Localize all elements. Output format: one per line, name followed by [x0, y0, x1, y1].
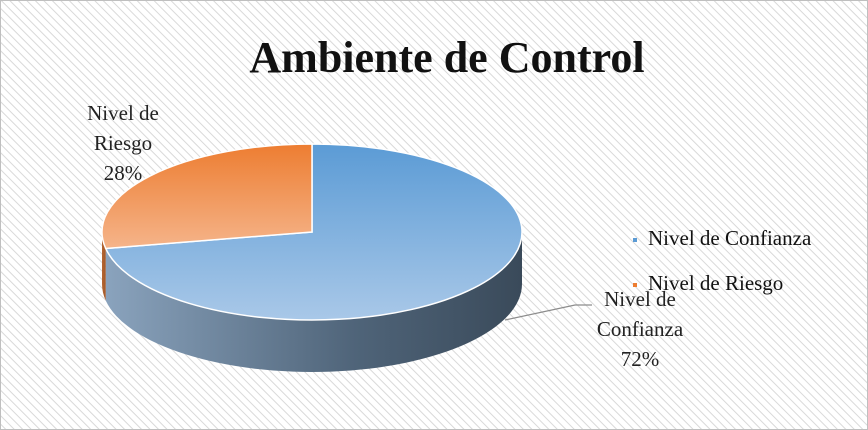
data-label-value: 72%	[620, 347, 660, 371]
data-label-name: Nivel de Riesgo	[87, 101, 159, 155]
chart-title: Ambiente de Control	[249, 33, 644, 82]
slice-side	[102, 232, 106, 301]
legend-marker	[633, 283, 637, 287]
slice-side	[105, 232, 523, 373]
leader-line	[504, 304, 592, 321]
legend: Nivel de Confianza Nivel de Riesgo	[633, 226, 812, 295]
pie-slice	[101, 143, 313, 250]
pie	[101, 143, 523, 373]
data-label: Nivel de Riesgo 28%	[70, 98, 176, 188]
data-label-name: Nivel de Confianza	[596, 287, 684, 341]
legend-label: Nivel de Confianza	[648, 226, 812, 250]
data-label-value: 28%	[103, 161, 143, 185]
legend-label: Nivel de Riesgo	[648, 271, 783, 295]
data-label: Nivel de Confianza 72%	[583, 284, 697, 374]
legend-marker	[633, 238, 637, 242]
pie-slice	[104, 143, 523, 321]
